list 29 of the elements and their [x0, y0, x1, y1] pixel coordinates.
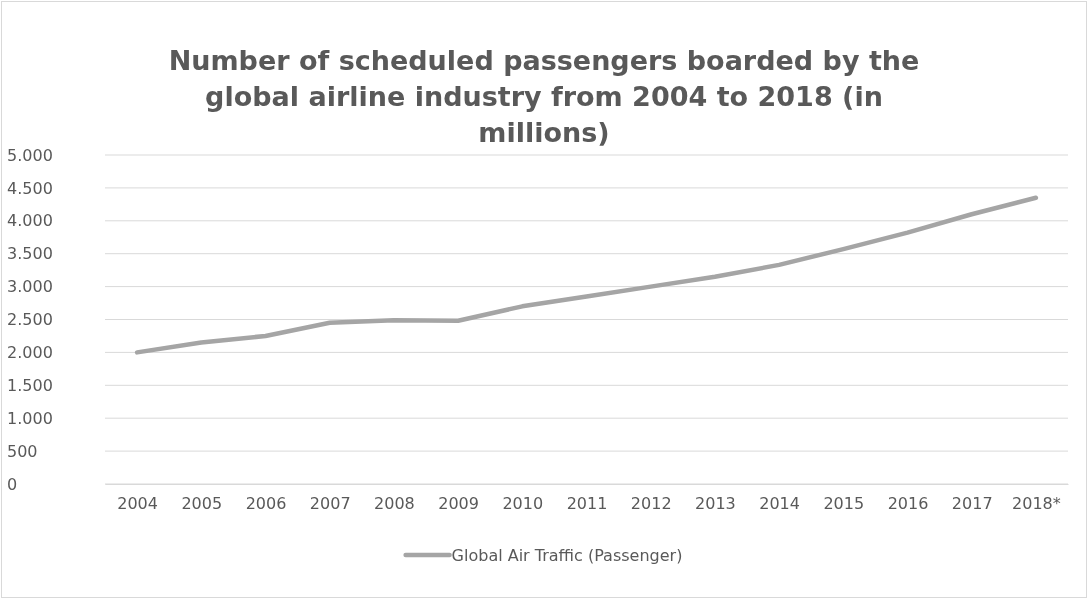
x-tick-label: 2005: [181, 494, 223, 514]
y-tick-label: 1.500: [7, 375, 53, 395]
y-tick-label: 500: [7, 441, 38, 461]
x-tick-label: 2018*: [1012, 494, 1061, 514]
y-tick-label: 4.000: [7, 211, 53, 231]
y-tick-label: 3.000: [7, 277, 53, 297]
x-tick-label: 2012: [630, 494, 672, 514]
x-tick-label: 2013: [695, 494, 736, 514]
x-tick-label: 2017: [951, 494, 993, 514]
x-tick-label: 2011: [566, 494, 608, 514]
y-tick-label: 3.500: [7, 244, 53, 264]
y-tick-label: 2.500: [7, 310, 53, 330]
y-tick-label: 4.500: [7, 178, 53, 198]
x-tick-label: 2010: [502, 494, 544, 514]
x-tick-label: 2004: [117, 494, 158, 514]
legend-label: Global Air Traffic (Passenger): [451, 546, 683, 565]
line-series: [134, 195, 1039, 355]
y-tick-label: 5.000: [7, 145, 53, 165]
x-tick-label: 2014: [759, 494, 800, 514]
y-tick-label: 2.000: [7, 343, 53, 363]
y-tick-label: 0: [7, 474, 18, 494]
chart-title: Number of scheduled passengers boarded by the global airline industry from 2004 to 2018 (in millions): [168, 45, 920, 148]
y-tick-label: 1.000: [7, 408, 53, 428]
x-tick-label: 2008: [374, 494, 415, 514]
x-tick-label: 2016: [887, 494, 929, 514]
x-tick-label: 2015: [823, 494, 865, 514]
x-tick-label: 2007: [309, 494, 351, 514]
x-tick-label: 2009: [438, 494, 479, 514]
x-tick-label: 2006: [245, 494, 287, 514]
